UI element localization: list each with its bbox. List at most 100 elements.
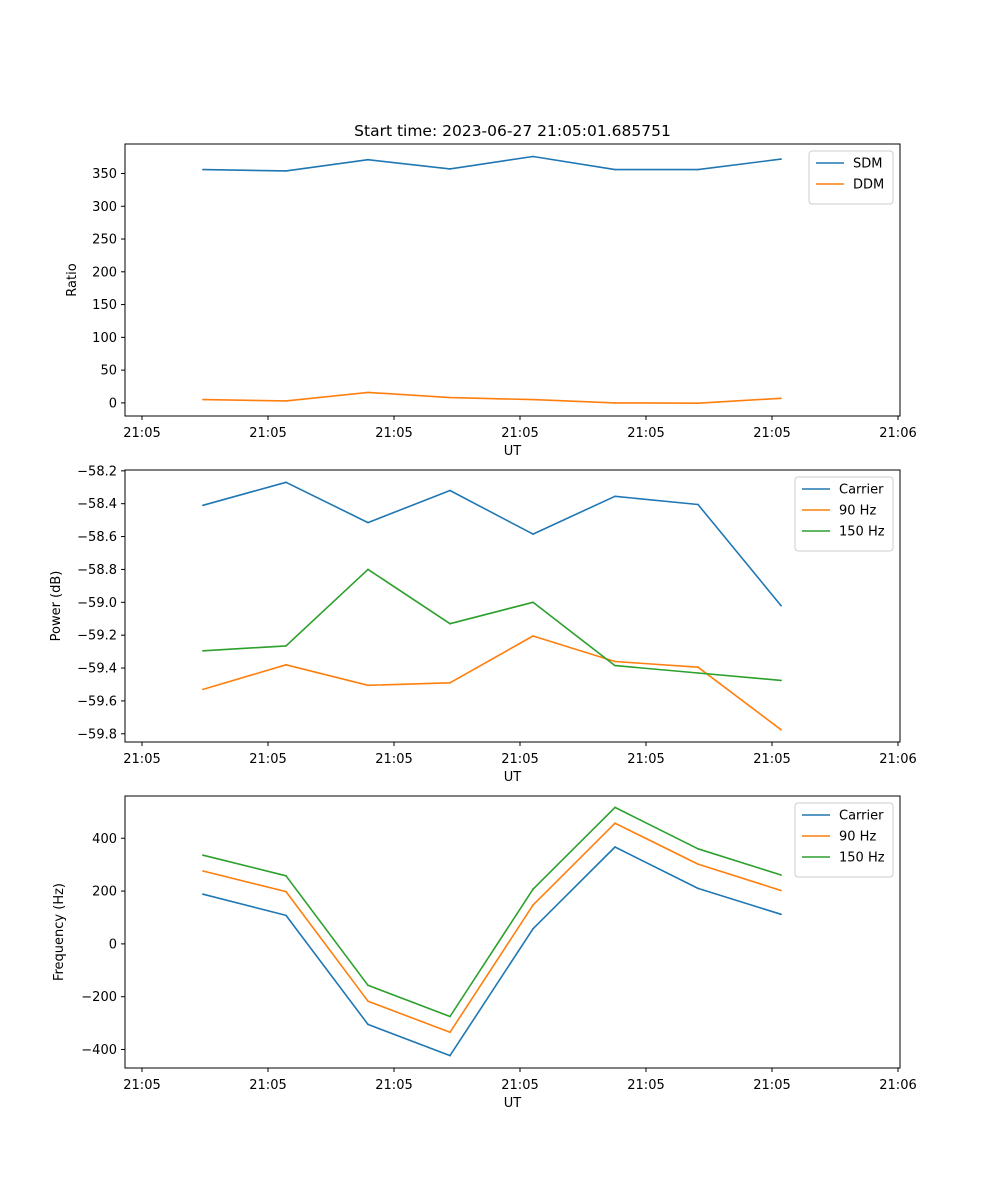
data-point	[285, 890, 287, 893]
data-point	[367, 984, 369, 987]
y-tick-label: −59.6	[77, 694, 117, 709]
x-tick-label: 21:05	[249, 1078, 286, 1093]
x-tick-label: 21:05	[249, 426, 286, 441]
y-tick-label: −59.2	[77, 629, 117, 644]
x-axis-label: UT	[504, 770, 522, 785]
data-point	[367, 521, 369, 524]
data-point	[367, 158, 369, 161]
x-tick-label: 21:05	[753, 752, 790, 767]
axes-frame	[124, 143, 901, 417]
series-line-150-hz	[202, 806, 782, 1018]
data-point	[780, 679, 782, 682]
x-tick-label: 21:05	[501, 752, 538, 767]
legend-label: 150 Hz	[839, 851, 885, 866]
y-tick-label: 300	[92, 200, 117, 215]
data-point	[780, 158, 782, 161]
data-point	[367, 391, 369, 394]
x-tick-label: 21:06	[879, 426, 916, 441]
y-tick-label: 250	[92, 233, 117, 248]
data-point	[285, 481, 287, 484]
y-axis-label: Ratio	[65, 263, 80, 296]
data-point	[780, 604, 782, 607]
data-point	[614, 660, 616, 663]
data-point	[285, 874, 287, 877]
series-line-sdm	[202, 155, 782, 172]
data-point	[532, 533, 534, 535]
series-line-90-hz	[202, 635, 782, 731]
x-tick-label: 21:05	[375, 426, 412, 441]
x-tick-label: 21:05	[501, 426, 538, 441]
legend-label: 90 Hz	[839, 504, 876, 519]
x-tick-label: 21:05	[753, 426, 790, 441]
data-point	[697, 847, 699, 850]
x-tick-label: 21:05	[627, 752, 664, 767]
data-point	[697, 666, 699, 669]
y-tick-label: 350	[92, 167, 117, 182]
data-point	[697, 672, 699, 674]
y-axis-label: Frequency (Hz)	[52, 883, 67, 981]
data-point	[532, 888, 534, 891]
legend-box	[794, 476, 894, 552]
data-point	[614, 664, 616, 667]
x-tick-label: 21:05	[753, 1078, 790, 1093]
series-line-90-hz	[202, 822, 782, 1034]
data-point	[367, 1000, 369, 1003]
data-point	[614, 846, 616, 848]
data-point	[202, 398, 204, 401]
legend-label: SDM	[853, 157, 882, 172]
data-point	[780, 889, 782, 892]
data-point	[449, 1015, 451, 1018]
data-point	[614, 168, 616, 171]
data-point	[367, 684, 369, 687]
data-point	[202, 893, 204, 896]
series-line-carrier	[202, 481, 782, 607]
data-point	[614, 402, 616, 404]
data-point	[614, 495, 616, 498]
x-tick-label: 21:05	[123, 1078, 160, 1093]
subplot-ratio: 21:05 21:05 21:05 21:05 21:05 21:05 21:06 0 50 10…	[65, 143, 917, 459]
data-point	[202, 870, 204, 872]
y-tick-label: 200	[92, 265, 117, 280]
x-tick-label: 21:05	[501, 1078, 538, 1093]
x-tick-label: 21:05	[375, 1078, 412, 1093]
axes-frame	[124, 469, 901, 743]
data-point	[697, 887, 699, 890]
series-line-150-hz	[202, 568, 782, 682]
legend-label: DDM	[853, 178, 884, 193]
data-point	[285, 914, 287, 917]
data-point	[202, 688, 204, 691]
data-point	[202, 168, 204, 171]
data-point	[285, 663, 287, 666]
data-point	[367, 568, 369, 571]
data-point	[697, 402, 699, 405]
x-tick-label: 21:06	[879, 1078, 916, 1093]
axes-frame	[124, 795, 901, 1069]
y-tick-label: −58.2	[77, 464, 117, 479]
x-tick-label: 21:05	[627, 426, 664, 441]
data-point	[449, 1031, 451, 1034]
data-point	[780, 874, 782, 876]
data-point	[697, 863, 699, 865]
subplot-frequency: 21:05 21:05 21:05 21:05 21:05 21:05 21:06 −400 −…	[52, 795, 917, 1111]
data-point	[532, 904, 534, 906]
y-tick-label: 0	[109, 396, 117, 411]
y-tick-label: −58.8	[77, 563, 117, 578]
x-axis-label: UT	[504, 444, 522, 459]
data-point	[532, 398, 534, 401]
legend-label: 90 Hz	[839, 830, 876, 845]
figure-title: Start time: 2023-06-27 21:05:01.685751	[354, 122, 671, 140]
y-tick-label: −59.4	[77, 662, 117, 677]
data-point	[532, 927, 534, 930]
data-point	[202, 854, 204, 857]
y-tick-label: 50	[100, 364, 117, 379]
data-point	[285, 645, 287, 647]
y-tick-label: −59.0	[77, 596, 117, 611]
data-point	[697, 168, 699, 171]
data-point	[202, 504, 204, 507]
y-tick-label: 150	[92, 298, 117, 313]
data-point	[780, 728, 782, 731]
legend-label: Carrier	[839, 809, 884, 824]
y-axis-label: Power (dB)	[49, 571, 64, 642]
legend: Carrier 90 Hz 150 Hz	[794, 802, 894, 878]
